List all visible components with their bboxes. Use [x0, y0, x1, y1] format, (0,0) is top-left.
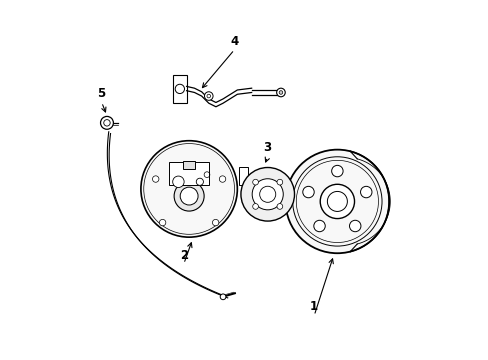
Circle shape [252, 179, 283, 210]
Circle shape [320, 184, 354, 219]
Circle shape [174, 181, 203, 211]
Polygon shape [248, 176, 285, 213]
Circle shape [349, 220, 360, 232]
Circle shape [241, 167, 294, 221]
Circle shape [252, 179, 258, 185]
Circle shape [219, 176, 225, 182]
Circle shape [172, 176, 184, 188]
FancyBboxPatch shape [238, 167, 247, 185]
Circle shape [152, 176, 159, 182]
Text: 1: 1 [309, 300, 318, 313]
Circle shape [279, 91, 282, 94]
Text: 5: 5 [97, 87, 105, 100]
Circle shape [159, 219, 165, 226]
Circle shape [276, 203, 282, 209]
Polygon shape [173, 75, 186, 103]
Circle shape [276, 179, 282, 185]
Text: 4: 4 [230, 35, 238, 48]
Circle shape [204, 92, 213, 100]
Circle shape [101, 116, 113, 129]
Circle shape [252, 203, 258, 209]
Circle shape [313, 220, 325, 232]
Circle shape [196, 178, 203, 185]
Circle shape [331, 165, 343, 177]
FancyBboxPatch shape [169, 162, 208, 185]
Circle shape [180, 187, 198, 205]
Circle shape [276, 88, 285, 97]
Text: 2: 2 [180, 248, 187, 261]
Circle shape [141, 141, 237, 237]
Circle shape [212, 219, 219, 226]
Circle shape [285, 150, 388, 253]
Text: 3: 3 [263, 141, 271, 154]
Circle shape [302, 186, 314, 198]
Circle shape [360, 186, 371, 198]
Circle shape [220, 294, 225, 300]
FancyBboxPatch shape [183, 161, 194, 169]
